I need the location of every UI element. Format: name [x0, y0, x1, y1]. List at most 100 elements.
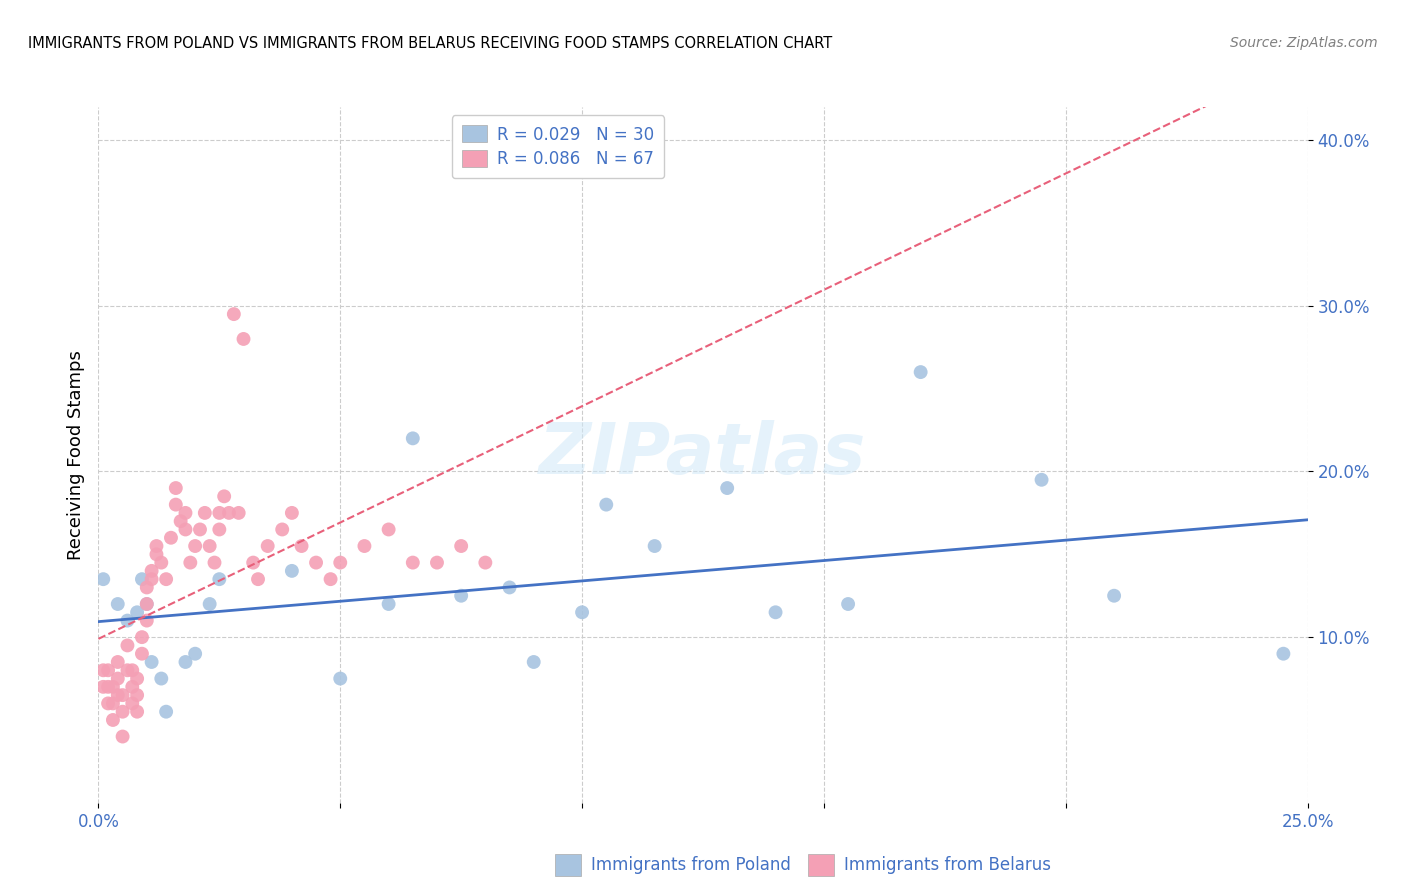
- Point: [150, 672, 173, 686]
- Point: [247, 572, 270, 586]
- Point: [97, 680, 120, 694]
- Point: [281, 564, 304, 578]
- Point: [107, 672, 129, 686]
- Point: [121, 663, 143, 677]
- Point: [107, 597, 129, 611]
- Point: [117, 663, 139, 677]
- Point: [111, 730, 134, 744]
- Point: [498, 581, 520, 595]
- Point: [910, 365, 932, 379]
- Point: [198, 539, 221, 553]
- Point: [107, 688, 129, 702]
- Point: [179, 556, 201, 570]
- Point: [174, 506, 197, 520]
- Point: [135, 597, 157, 611]
- Point: [141, 655, 163, 669]
- Point: [353, 539, 375, 553]
- Point: [145, 539, 167, 553]
- Point: [101, 680, 124, 694]
- Point: [256, 539, 278, 553]
- Point: [426, 556, 449, 570]
- Point: [218, 506, 240, 520]
- Text: Immigrants from Poland: Immigrants from Poland: [591, 856, 790, 874]
- Point: [208, 523, 231, 537]
- Point: [1272, 647, 1295, 661]
- Point: [150, 556, 173, 570]
- Point: [141, 572, 163, 586]
- Point: [184, 647, 207, 661]
- Point: [174, 655, 197, 669]
- Point: [450, 539, 472, 553]
- Point: [127, 605, 149, 619]
- Text: Source: ZipAtlas.com: Source: ZipAtlas.com: [1230, 36, 1378, 50]
- Point: [121, 680, 143, 694]
- Point: [222, 307, 245, 321]
- Point: [117, 639, 139, 653]
- Point: [242, 556, 264, 570]
- Point: [208, 572, 231, 586]
- Point: [765, 605, 787, 619]
- Point: [117, 614, 139, 628]
- Point: [135, 581, 157, 595]
- Text: ZIPatlas: ZIPatlas: [540, 420, 866, 490]
- Point: [131, 572, 153, 586]
- Point: [107, 655, 129, 669]
- Point: [1102, 589, 1125, 603]
- Point: [91, 572, 114, 586]
- Point: [188, 523, 211, 537]
- Point: [290, 539, 312, 553]
- Point: [1031, 473, 1053, 487]
- Text: Immigrants from Belarus: Immigrants from Belarus: [844, 856, 1050, 874]
- Point: [716, 481, 738, 495]
- Point: [212, 489, 235, 503]
- Y-axis label: Receiving Food Stamps: Receiving Food Stamps: [66, 350, 84, 560]
- Point: [329, 556, 352, 570]
- Point: [329, 672, 352, 686]
- Point: [595, 498, 617, 512]
- Point: [165, 498, 187, 512]
- Point: [377, 523, 399, 537]
- Point: [127, 688, 149, 702]
- Point: [111, 705, 134, 719]
- Point: [97, 697, 120, 711]
- Point: [174, 523, 197, 537]
- Point: [101, 697, 124, 711]
- Point: [101, 713, 124, 727]
- Point: [204, 556, 226, 570]
- Point: [305, 556, 328, 570]
- Point: [160, 531, 183, 545]
- Point: [97, 663, 120, 677]
- Point: [169, 514, 191, 528]
- Point: [131, 630, 153, 644]
- Point: [281, 506, 304, 520]
- Point: [165, 481, 187, 495]
- Point: [644, 539, 666, 553]
- Point: [145, 547, 167, 561]
- Point: [837, 597, 859, 611]
- Point: [135, 614, 157, 628]
- Point: [208, 506, 231, 520]
- Point: [184, 539, 207, 553]
- Legend: R = 0.029   N = 30, R = 0.086   N = 67: R = 0.029 N = 30, R = 0.086 N = 67: [451, 115, 664, 178]
- Point: [228, 506, 250, 520]
- Point: [474, 556, 496, 570]
- Point: [127, 672, 149, 686]
- Point: [127, 705, 149, 719]
- Point: [402, 556, 425, 570]
- Point: [377, 597, 399, 611]
- Point: [232, 332, 254, 346]
- Point: [402, 431, 425, 445]
- Point: [135, 597, 157, 611]
- Point: [155, 705, 177, 719]
- Point: [91, 663, 114, 677]
- Point: [271, 523, 294, 537]
- Point: [131, 647, 153, 661]
- Point: [319, 572, 342, 586]
- Point: [121, 697, 143, 711]
- Point: [111, 688, 134, 702]
- Point: [523, 655, 546, 669]
- Point: [571, 605, 593, 619]
- Text: IMMIGRANTS FROM POLAND VS IMMIGRANTS FROM BELARUS RECEIVING FOOD STAMPS CORRELAT: IMMIGRANTS FROM POLAND VS IMMIGRANTS FRO…: [28, 36, 832, 51]
- Point: [155, 572, 177, 586]
- Point: [194, 506, 217, 520]
